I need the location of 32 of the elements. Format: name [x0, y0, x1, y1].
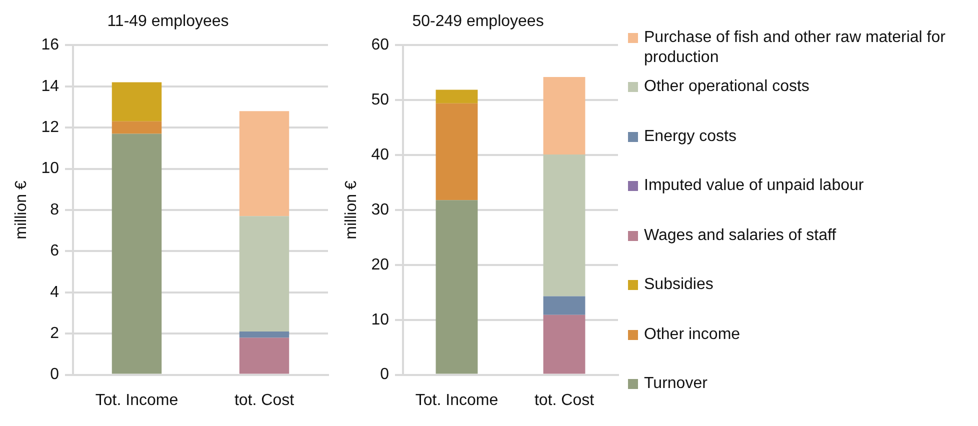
legend-label: Wages and salaries of staff	[644, 226, 836, 246]
y-tick-label: 10	[41, 160, 60, 178]
y-tick-label: 2	[50, 325, 60, 342]
y-tick-label: 30	[371, 201, 390, 218]
y-tick-label: 40	[371, 146, 390, 164]
legend-label: Other operational costs	[644, 77, 810, 98]
y-axis-title: million €	[13, 180, 30, 240]
x-tick-label: tot. Cost	[234, 392, 295, 409]
y-axis-title: million €	[343, 180, 360, 240]
y-tick-label: 12	[41, 119, 60, 136]
y-tick-label: 14	[41, 78, 60, 95]
chart-title: 50-249 employees	[412, 13, 544, 30]
legend-label: Energy costs	[644, 126, 736, 147]
chart-title: 11-49 employees	[107, 13, 229, 30]
y-tick-label: 50	[371, 92, 390, 109]
y-tick-label: 0	[50, 366, 60, 384]
x-tick-label: Tot. Income	[415, 392, 498, 409]
legend-label: Imputed value of unpaid labour	[644, 176, 864, 196]
x-tick-label: tot. Cost	[534, 392, 595, 409]
y-tick-label: 10	[371, 311, 390, 328]
legend-label: Turnover	[644, 374, 708, 394]
legend-label: Subsidies	[644, 275, 714, 296]
y-tick-label: 20	[371, 256, 390, 274]
y-tick-label: 16	[41, 36, 60, 54]
legend-label: Purchase of fish and other raw material for production	[644, 28, 946, 68]
y-tick-label: 0	[380, 366, 390, 384]
y-tick-label: 60	[371, 36, 390, 54]
y-tick-label: 8	[50, 201, 60, 218]
legend-label: Other income	[644, 324, 740, 345]
y-tick-label: 4	[50, 284, 60, 301]
y-tick-label: 6	[50, 242, 60, 260]
x-tick-label: Tot. Income	[95, 392, 178, 409]
